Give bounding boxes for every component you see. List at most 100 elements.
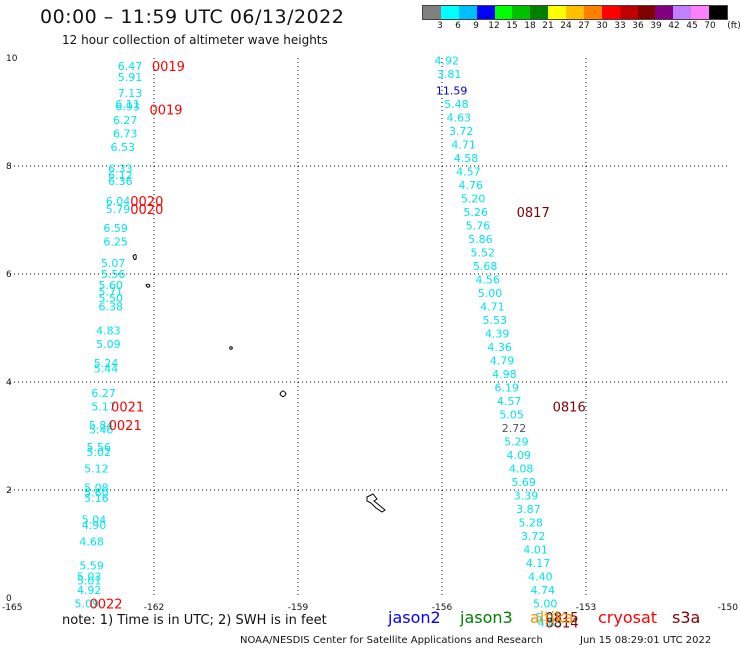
wave-height-value: 5.86 [468, 233, 493, 246]
wave-height-value: 5.59 [79, 560, 104, 573]
colorbar-label: 30 [596, 21, 608, 31]
wave-height-value: 5.68 [473, 260, 498, 273]
x-tick-label: -159 [288, 603, 309, 613]
colorbar-label: 24 [560, 21, 572, 31]
wave-height-value: 5.01 [77, 575, 102, 588]
colorbar-label: 9 [473, 21, 479, 31]
y-tick-label: 4 [6, 378, 12, 388]
y-tick-label: 8 [6, 162, 12, 172]
pass-time-label: 0814 [545, 616, 578, 631]
wave-height-value: 5.05 [499, 408, 524, 421]
wave-height-value: 6.04 [106, 195, 131, 208]
colorbar-label: 36 [632, 21, 644, 31]
wave-height-value: 6.38 [99, 300, 124, 313]
wave-height-value: 4.71 [451, 138, 476, 151]
satellite-label-cryosat: cryosat [598, 608, 658, 627]
colorbar-swatch [709, 6, 727, 19]
wave-height-value: 5.60 [99, 279, 124, 292]
colorbar-label: 6 [455, 21, 461, 31]
colorbar-label: 45 [686, 21, 698, 31]
colorbar-label: 21 [542, 21, 554, 31]
wave-height-value: 4.01 [523, 543, 548, 556]
wave-height-value: 5.17 [91, 400, 116, 413]
wave-height-value: 4.56 [475, 273, 500, 286]
colorbar-swatch [619, 6, 638, 19]
wave-height-value: 5.04 [82, 514, 107, 527]
track-left-values: 6.475.917.136.116.936.276.736.536.336.12… [75, 60, 143, 610]
y-tick-label: 6 [6, 270, 12, 280]
wave-height-value: 5.71 [99, 285, 124, 298]
wave-height-value: 3.81 [437, 68, 462, 81]
wave-height-value: 5.79 [106, 203, 131, 216]
satellite-label-jason3: jason3 [460, 608, 513, 627]
wave-height-value: 6.11 [115, 98, 140, 111]
colorbar-swatch [494, 6, 513, 19]
wave-height-value: 5.00 [478, 287, 503, 300]
wave-height-value: 5.60 [84, 487, 109, 500]
wave-height-value: 5.09 [75, 597, 100, 610]
wave-height-value: 2.72 [502, 422, 527, 435]
wave-height-value: 4.36 [487, 341, 512, 354]
pass-time-label: 0021 [111, 400, 144, 415]
island-outline [366, 493, 386, 513]
wave-height-value: 5.44 [94, 363, 119, 376]
wave-height-value: 5.02 [535, 611, 560, 624]
satellite-label-jason2: jason2 [388, 608, 441, 627]
coastline-islands [132, 254, 386, 513]
colorbar-label: 18 [524, 21, 536, 31]
wave-height-value: 5.08 [84, 481, 109, 494]
wave-height-value: 5.50 [99, 292, 124, 305]
colorbar-label: 42 [668, 21, 680, 31]
colorbar-label: 15 [506, 21, 518, 31]
x-tick-label: -150 [718, 603, 739, 613]
map-subtitle: 12 hour collection of altimeter wave hei… [62, 33, 328, 47]
wave-height-value: 4.57 [456, 165, 481, 178]
colorbar-swatch [548, 6, 566, 19]
satellite-label-altika: altika [530, 608, 574, 627]
wave-height-value: 6.25 [103, 236, 128, 249]
pass-time-label: 0022 [89, 597, 122, 612]
wave-height-value: 3.87 [516, 503, 541, 516]
map-grid [10, 58, 730, 598]
colorbar-label: 27 [578, 21, 590, 31]
wave-height-value: 3.72 [521, 530, 546, 543]
island-outline [132, 254, 137, 261]
colorbar-label: 39 [650, 21, 662, 31]
wave-height-value: 4.71 [480, 300, 505, 313]
wave-height-value: 4.92 [77, 584, 102, 597]
wave-height-value: 4.90 [82, 519, 107, 532]
wave-height-value: 3.72 [449, 125, 474, 138]
colorbar-swatch [691, 6, 709, 19]
map-title: 00:00 – 11:59 UTC 06/13/2022 [40, 6, 345, 28]
x-tick-label: -165 [2, 603, 22, 613]
wave-height-value: 4.68 [79, 535, 104, 548]
colorbar-swatch [655, 6, 674, 19]
island-outline [279, 390, 287, 397]
wave-height-value: 5.53 [483, 314, 508, 327]
wave-height-value: 4.57 [497, 395, 522, 408]
wave-height-value: 6.27 [113, 114, 138, 127]
colorbar-swatch [458, 6, 477, 19]
wave-height-value: 5.48 [444, 98, 469, 111]
wave-height-value: 5.84 [89, 419, 114, 432]
wave-height-value: 5.09 [96, 338, 121, 351]
pass-time-label: 0816 [553, 400, 586, 415]
wave-height-value: 5.76 [466, 219, 491, 232]
wave-height-value: 5.24 [94, 357, 119, 370]
wave-height-value: 5.91 [118, 71, 143, 84]
wave-height-value: 4.74 [531, 584, 556, 597]
colorbar-swatch [423, 6, 441, 19]
footnote: note: 1) Time is in UTC; 2) SWH is in fe… [62, 613, 327, 628]
pass-time-label: 0817 [517, 206, 550, 221]
colorbar-swatch [583, 6, 602, 19]
colorbar-swatch [530, 6, 549, 19]
wave-height-value: 6.27 [91, 387, 116, 400]
wave-height-value: 4.17 [526, 557, 551, 570]
colorbar-swatch [673, 6, 692, 19]
wave-height-value: 4.08 [509, 462, 534, 475]
wave-height-value: 6.19 [495, 381, 520, 394]
wave-height-value: 5.46 [89, 424, 114, 437]
wave-height-value: 5.00 [533, 597, 558, 610]
island-outline [145, 283, 151, 288]
wave-height-value: 4.40 [528, 570, 553, 583]
